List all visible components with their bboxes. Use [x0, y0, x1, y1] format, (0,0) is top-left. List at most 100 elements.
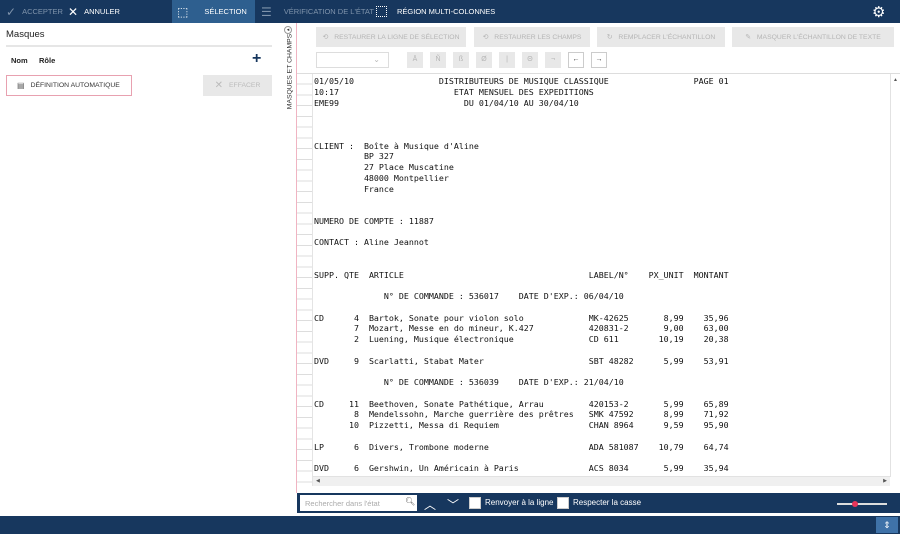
char-button[interactable]: Θ	[522, 52, 538, 68]
report-cell: Divers, Trombone moderne	[368, 441, 489, 452]
report-cell: 8,99	[663, 312, 684, 323]
report-cell: MONTANT	[693, 269, 729, 280]
report-cell: DU 01/04/10 AU 30/04/10	[463, 97, 579, 108]
report-view[interactable]: 01/05/10 DISTRIBUTEURS DE MUSIQUE CLASSIQ…	[297, 73, 900, 486]
report-cell: DVD	[314, 463, 329, 473]
report-cell: MK-42625	[588, 312, 629, 323]
status-bar: ⇕	[0, 516, 900, 534]
chevron-down-icon: ⌄	[373, 55, 380, 64]
match-case-label: Respecter la casse	[573, 498, 642, 507]
report-cell: CHAN 8964	[588, 420, 634, 430]
char-button[interactable]: ¬	[545, 52, 561, 68]
restore-fields-button[interactable]: ⟲ RESTAURER LES CHAMPS	[474, 27, 590, 47]
char-button[interactable]: |	[499, 52, 515, 68]
report-cell: 2	[353, 334, 359, 344]
column-name[interactable]: Nom	[11, 56, 28, 65]
zoom-slider[interactable]	[837, 501, 887, 507]
cancel-button[interactable]: ✕ ANNULER	[68, 0, 120, 23]
horizontal-scrollbar[interactable]: ◀ ▶	[313, 476, 890, 486]
tab-label: SÉLECTION	[204, 7, 247, 16]
previous-match-icon[interactable]: ︿	[424, 498, 437, 512]
button-label: REMPLACER L'ÉCHANTILLON	[618, 33, 716, 41]
replace-sample-button[interactable]: ↻ REMPLACER L'ÉCHANTILLON	[597, 27, 725, 47]
wrap-checkbox[interactable]	[469, 497, 481, 509]
search-bar: 🔍︎ ︿ ﹀ Renvoyer à la ligne Respecter la …	[297, 493, 900, 514]
masks-fields-strip[interactable]: ◂ MASQUES ET CHAMPS	[283, 23, 296, 493]
report-cell: 6	[353, 463, 359, 473]
panel-title: Masques	[6, 29, 45, 40]
button-label: RESTAURER LES CHAMPS	[494, 33, 582, 41]
scroll-up-icon[interactable]: ▲	[893, 77, 898, 83]
report-cell: 4	[353, 312, 359, 323]
accept-button[interactable]: ✓ ACCEPTER	[6, 0, 63, 23]
report-cell: PAGE 01	[693, 76, 729, 86]
next-match-icon[interactable]: ﹀	[447, 498, 460, 512]
replace-icon: ↻	[606, 34, 613, 41]
report-cell: 8,99	[663, 409, 684, 420]
report-cell: 95,90	[703, 420, 729, 430]
cancel-label: ANNULER	[84, 7, 120, 16]
accept-label: ACCEPTER	[22, 7, 63, 16]
arrow-right-button[interactable]: →	[591, 52, 607, 68]
checklist-icon: ☰	[261, 4, 272, 19]
report-cell: Beethoven, Sonate Pathétique, Arrau	[368, 398, 544, 409]
report-cell: 5,99	[663, 398, 684, 409]
report-cell: 53,91	[703, 355, 729, 366]
restore-selection-line-button[interactable]: ⟲ RESTAURER LA LIGNE DE SÉLECTION	[316, 27, 466, 47]
report-cell: SMK 47592	[588, 409, 634, 420]
clear-button[interactable]: ✕ EFFACER	[203, 75, 272, 96]
match-case-checkbox[interactable]	[557, 497, 569, 509]
report-cell: ADA 581087	[588, 441, 639, 452]
auto-definition-button[interactable]: ▤ DÉFINITION AUTOMATIQUE	[6, 75, 132, 96]
tab-verification[interactable]: ☰ VÉRIFICATION DE L'ÉTAT	[261, 0, 374, 23]
settings-gear-icon[interactable]: ⚙	[872, 3, 886, 21]
report-cell: 9	[353, 355, 359, 366]
report-cell: ARTICLE	[368, 269, 404, 280]
search-input[interactable]	[300, 495, 417, 511]
report-cell: Pizzetti, Messa di Requiem	[368, 420, 499, 430]
zoom-slider-handle[interactable]	[852, 501, 858, 507]
button-label: RESTAURER LA LIGNE DE SÉLECTION	[334, 33, 460, 41]
hide-text-sample-button[interactable]: ✎ MASQUER L'ÉCHANTILLON DE TEXTE	[732, 27, 894, 47]
report-cell: 35,94	[703, 463, 729, 473]
spacer	[0, 513, 900, 516]
arrow-left-button[interactable]: ←	[568, 52, 584, 68]
report-cell: Gershwin, Un Américain à Paris	[368, 463, 519, 473]
char-button[interactable]: Ā	[407, 52, 423, 68]
char-button[interactable]: Ñ	[430, 52, 446, 68]
report-cell: 9,00	[663, 323, 684, 334]
column-role[interactable]: Rôle	[39, 56, 56, 65]
fit-height-icon[interactable]: ⇕	[876, 517, 898, 533]
close-icon: ✕	[214, 80, 224, 91]
report-cell: 65,89	[703, 398, 729, 409]
report-cell: 420153-2	[588, 398, 629, 409]
report-cell: 48000 Montpellier	[363, 172, 449, 183]
check-icon: ✓	[6, 4, 17, 19]
report-cell: 10:17	[314, 86, 339, 97]
search-icon[interactable]: 🔍︎	[405, 497, 416, 506]
char-button[interactable]: ß	[453, 52, 469, 68]
collapse-icon[interactable]: ◂	[284, 26, 292, 34]
strip-label: MASQUES ET CHAMPS	[286, 33, 294, 110]
character-select[interactable]: ⌄	[316, 52, 389, 68]
report-cell: 6	[353, 441, 359, 452]
scroll-left-icon[interactable]: ◀	[316, 478, 320, 484]
char-button[interactable]: Ø	[476, 52, 492, 68]
report-cell: SUPP. QTE	[314, 269, 359, 280]
vertical-scrollbar[interactable]: ▲	[890, 74, 900, 477]
clear-label: EFFACER	[229, 82, 261, 89]
report-cell: Mozart, Messe en do mineur, K.427	[368, 323, 534, 334]
report-cell: 71,92	[703, 409, 729, 420]
report-cell: Luening, Musique électronique	[368, 334, 514, 344]
report-cell: 35,96	[703, 312, 729, 323]
report-cell: SBT 48282	[588, 355, 634, 366]
report-cell: 10,19	[658, 334, 684, 344]
scroll-right-icon[interactable]: ▶	[883, 478, 887, 484]
add-mask-button[interactable]: +	[252, 50, 262, 67]
tab-selection[interactable]: ⬚ SÉLECTION	[172, 0, 255, 23]
restore-icon: ⟲	[322, 34, 329, 41]
tab-multicolumn[interactable]: RÉGION MULTI-COLONNES	[376, 0, 495, 23]
wrap-label: Renvoyer à la ligne	[485, 498, 554, 507]
report-cell: Scarlatti, Stabat Mater	[368, 355, 484, 366]
selection-icon: ⬚	[177, 4, 189, 19]
